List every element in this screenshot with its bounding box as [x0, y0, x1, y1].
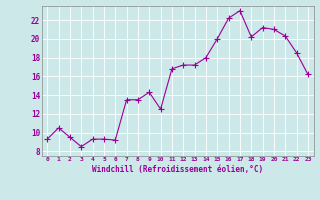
X-axis label: Windchill (Refroidissement éolien,°C): Windchill (Refroidissement éolien,°C)	[92, 165, 263, 174]
